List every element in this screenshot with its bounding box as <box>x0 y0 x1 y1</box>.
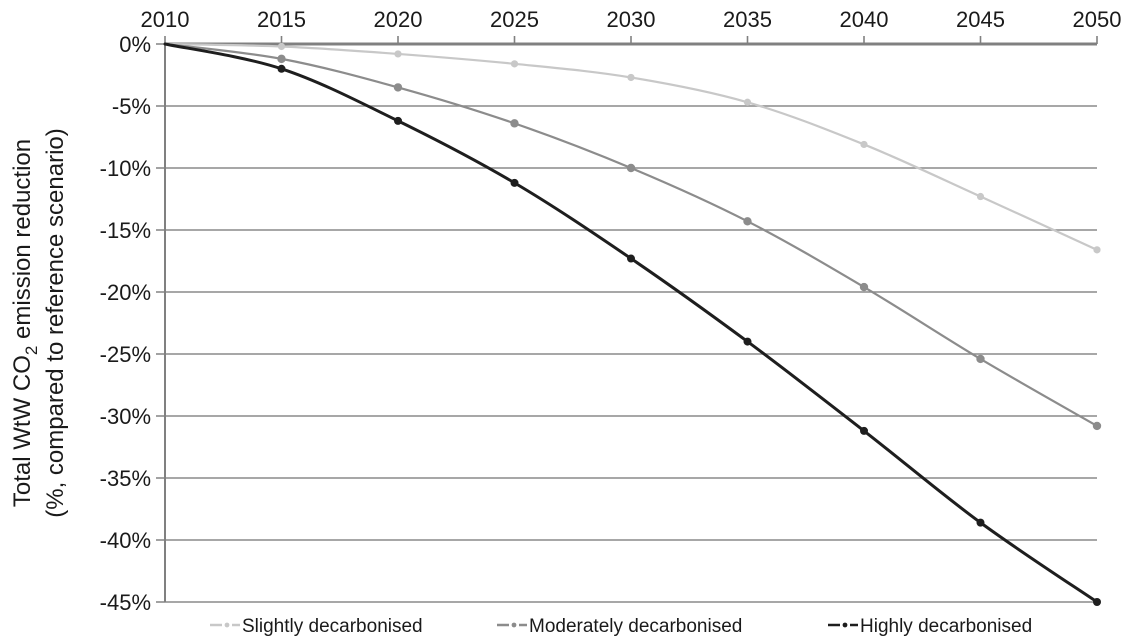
data-point <box>976 192 985 201</box>
series-lines <box>163 42 1102 606</box>
series-line <box>163 42 1099 251</box>
x-tick-label: 2050 <box>1073 7 1122 32</box>
y-axis-title-line-1: Total WtW CO2 emission reduction <box>9 139 41 507</box>
series-moderately-decarbonised <box>163 42 1102 431</box>
data-point <box>860 426 868 435</box>
legend-label: Moderately decarbonised <box>529 616 742 637</box>
data-point <box>1093 246 1101 254</box>
data-point <box>1093 598 1101 606</box>
legend-swatch-dot <box>842 622 848 628</box>
data-point <box>627 254 635 263</box>
legend-swatch-dot <box>511 622 517 628</box>
x-tick-label: 2035 <box>723 7 772 32</box>
legend-item: Slightly decarbonised <box>210 616 423 637</box>
axes: 0% -5% -10% -15% -20% -25% -30% -35% -40% -45% 201… <box>100 7 1122 615</box>
data-point <box>743 98 752 106</box>
x-tick-label: 2010 <box>141 7 190 32</box>
data-point <box>627 73 635 82</box>
x-tick-label: 2030 <box>607 7 656 32</box>
x-tick-label: 2040 <box>840 7 889 32</box>
data-point <box>626 163 636 173</box>
y-tick-label: -35% <box>100 466 151 491</box>
x-tick-label: 2020 <box>374 7 423 32</box>
gridlines <box>165 105 1097 603</box>
x-tick-label: 2025 <box>490 7 539 32</box>
y-tick-label: -10% <box>100 156 151 181</box>
y-axis-title-line-2: (%, compared to reference scenario) <box>42 128 69 518</box>
legend-label: Slightly decarbonised <box>242 616 423 637</box>
data-point <box>277 64 286 73</box>
data-point <box>859 282 869 292</box>
y-axis-title: Total WtW CO2 emission reduction (%, comp… <box>9 128 69 518</box>
data-point <box>277 42 286 51</box>
y-tick-label: 0% <box>119 32 151 57</box>
series-slightly-decarbonised <box>163 42 1101 254</box>
data-point <box>976 518 985 527</box>
legend-swatch-dot <box>224 622 230 628</box>
y-tick-label: -15% <box>100 218 151 243</box>
data-point <box>394 116 402 125</box>
y-tick-label: -30% <box>100 404 151 429</box>
series-line <box>163 42 1099 604</box>
y-tick-label: -40% <box>100 528 151 553</box>
data-point <box>277 54 286 64</box>
data-point <box>976 354 985 364</box>
data-point <box>510 119 519 128</box>
y-tick-label: -20% <box>100 280 151 305</box>
x-tick-label: 2015 <box>257 7 306 32</box>
data-point <box>743 217 752 226</box>
y-tick-label: -45% <box>100 590 151 615</box>
data-point <box>510 60 519 68</box>
series-line <box>163 42 1099 428</box>
data-point <box>393 83 403 92</box>
data-point <box>510 178 519 187</box>
y-tick-label: -25% <box>100 342 151 367</box>
data-point <box>743 337 752 346</box>
series-highly-decarbonised <box>163 42 1101 606</box>
legend: Slightly decarbonised Moderately decarbon… <box>210 616 1032 637</box>
legend-item: Moderately decarbonised <box>497 616 742 637</box>
legend-label: Highly decarbonised <box>860 616 1032 637</box>
data-point <box>1092 421 1102 431</box>
legend-item: Highly decarbonised <box>828 616 1032 637</box>
y-tick-label: -5% <box>112 94 151 119</box>
data-point <box>394 50 402 58</box>
data-point <box>860 140 868 149</box>
x-tick-label: 2045 <box>956 7 1005 32</box>
